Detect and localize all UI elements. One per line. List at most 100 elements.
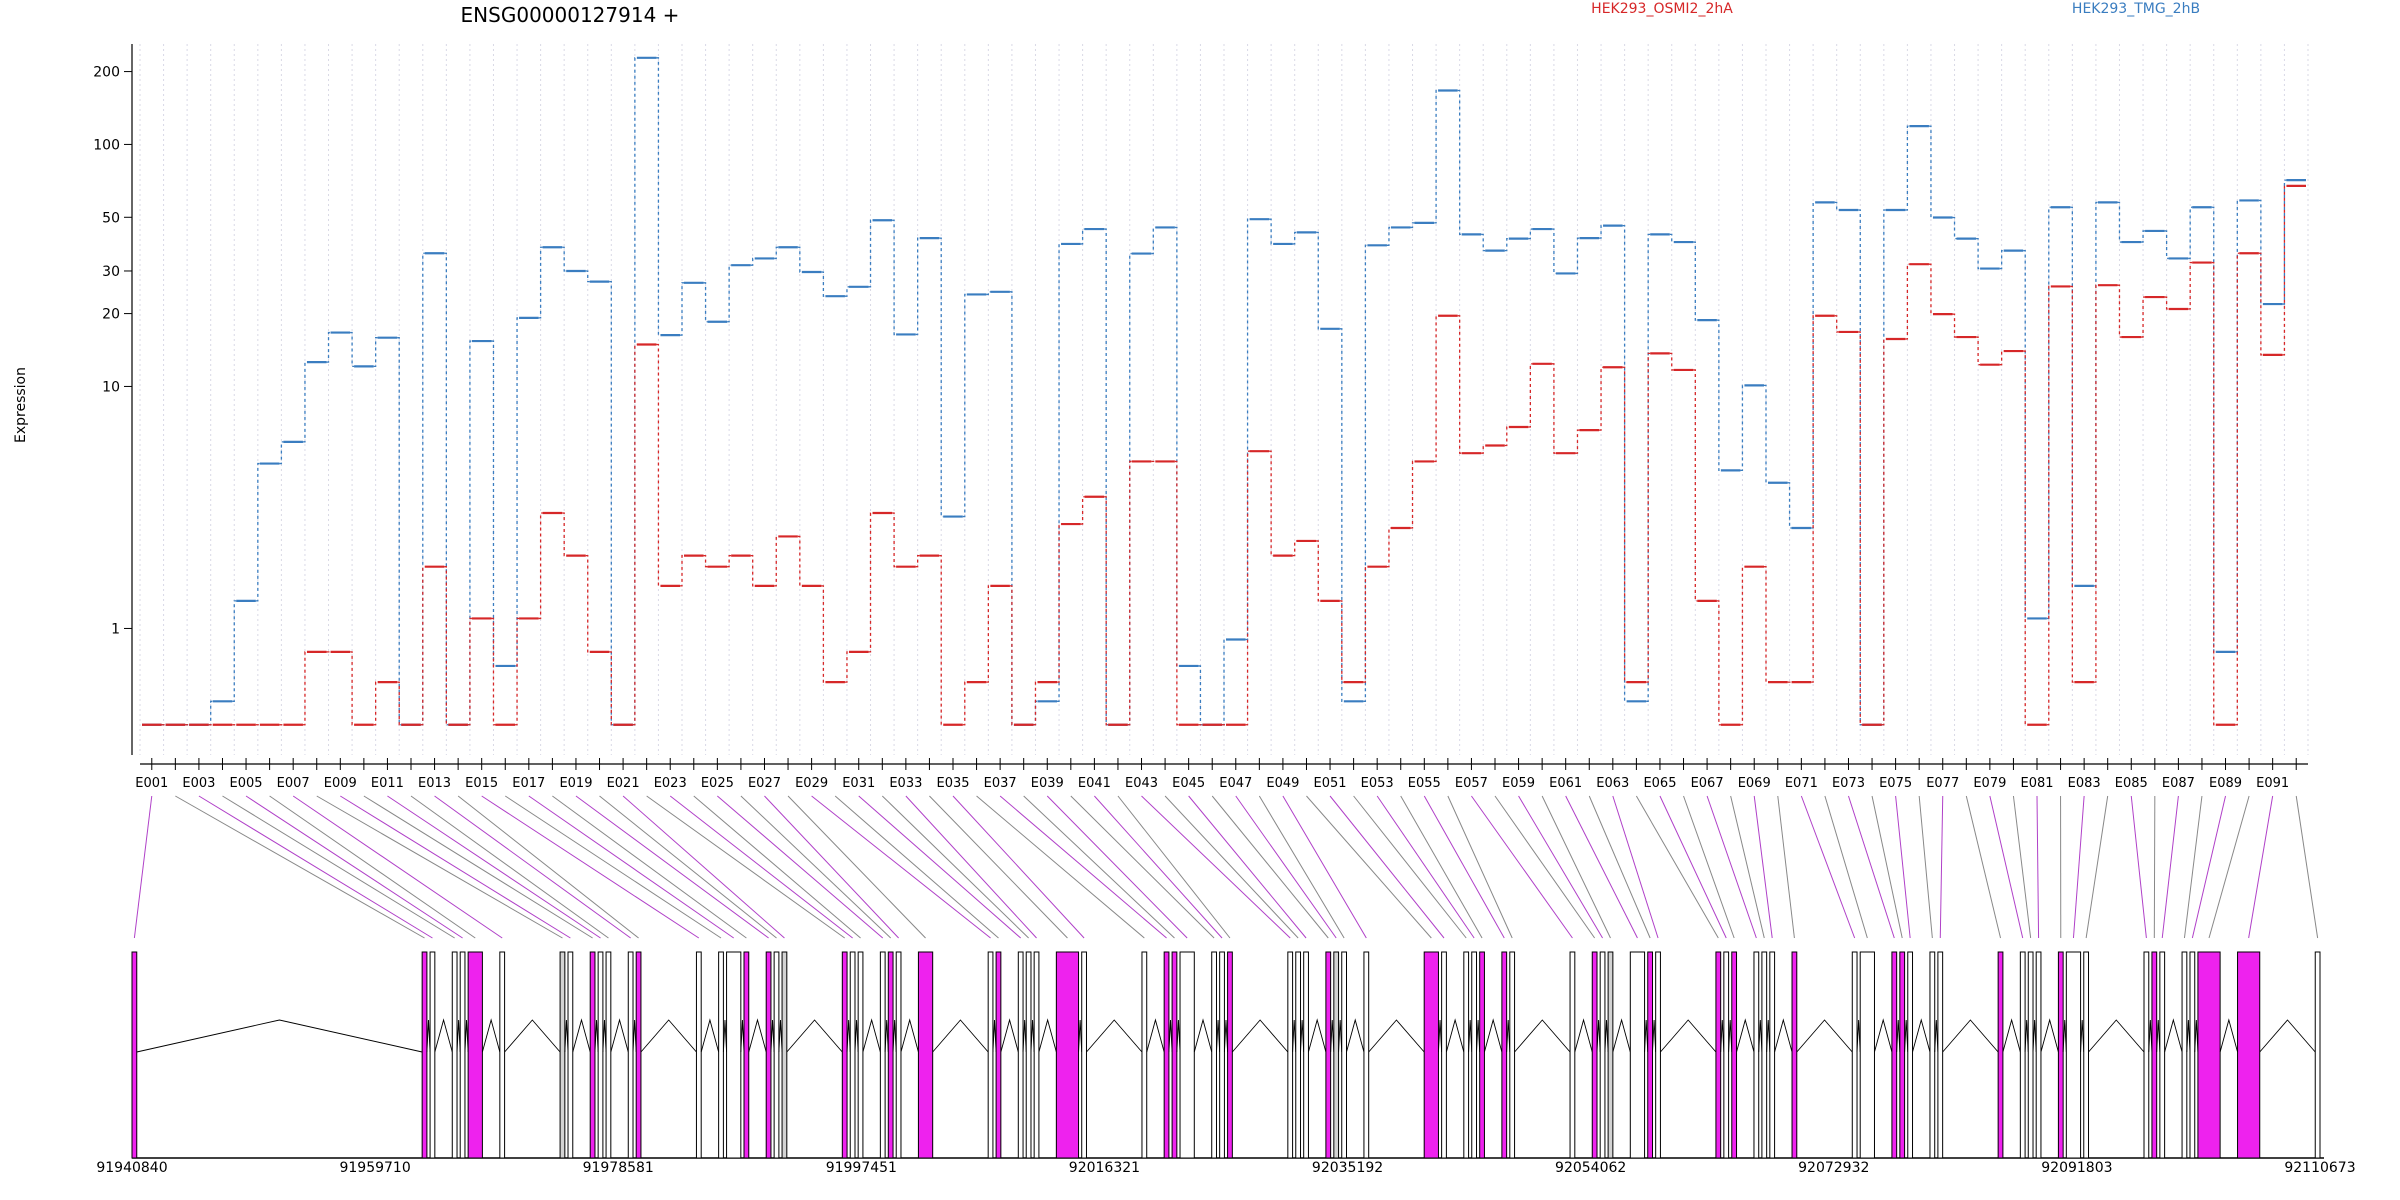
exon-E003 xyxy=(429,951,436,1159)
x-tick-label: E049 xyxy=(1266,776,1299,791)
intron-line xyxy=(1612,1018,1631,1053)
series-connector-hek293-osmi2-2ha xyxy=(986,585,991,683)
series-connector-hek293-tmg-2hb xyxy=(1363,244,1368,702)
exon-connectors xyxy=(133,795,2319,939)
exon-connector xyxy=(1070,795,1215,939)
exon-E062 xyxy=(1647,951,1654,1159)
series-connector-hek293-tmg-2hb xyxy=(1528,228,1533,240)
exon-E067 xyxy=(1753,951,1760,1159)
intron-line xyxy=(1223,1019,1229,1053)
x-tick-label: E073 xyxy=(1832,776,1865,791)
series-connector-hek293-osmi2-2ha xyxy=(2282,185,2287,356)
exon-E077 xyxy=(1937,951,1944,1159)
intron-line xyxy=(722,1019,728,1053)
exon-E011 xyxy=(597,951,604,1159)
series-connector-hek293-tmg-2hb xyxy=(986,291,991,296)
intron-line xyxy=(2080,1019,2085,1053)
y-tick-label: 100 xyxy=(93,137,120,153)
series-connector-hek293-tmg-2hb xyxy=(2258,199,2263,305)
series-connector-hek293-tmg-2hb xyxy=(1669,233,1674,243)
intron-line xyxy=(1330,1019,1335,1053)
exon-E049 xyxy=(1363,951,1370,1159)
exon-connector xyxy=(1094,795,1223,939)
series-connector-hek293-osmi2-2ha xyxy=(962,681,967,726)
intron-line xyxy=(1468,1019,1473,1053)
exon-connector xyxy=(976,795,1145,939)
series-connector-hek293-osmi2-2ha xyxy=(444,566,449,726)
series-connector-hek293-osmi2-2ha xyxy=(774,535,779,587)
series-connector-hek293-tmg-2hb xyxy=(232,600,237,702)
y-tick-label: 1 xyxy=(111,621,120,637)
exon-connector xyxy=(834,795,999,939)
series-connector-hek293-osmi2-2ha xyxy=(2070,285,2075,683)
intron-line xyxy=(862,1018,881,1053)
exon-connector xyxy=(787,795,926,939)
intron-line xyxy=(1934,1019,1939,1053)
intron-line xyxy=(504,1019,561,1053)
series-connector-hek293-tmg-2hb xyxy=(279,441,284,465)
x-tick-label: E027 xyxy=(748,776,781,791)
x-tick-label: E005 xyxy=(230,776,263,791)
x-tick-label: E055 xyxy=(1408,776,1441,791)
intron-line xyxy=(136,1019,423,1053)
intron-line xyxy=(602,1019,607,1053)
series-connector-hek293-tmg-2hb xyxy=(397,337,402,726)
exon-E048 xyxy=(1341,951,1347,1159)
exon-E012 xyxy=(605,951,612,1159)
intron-line xyxy=(594,1019,599,1053)
x-tick-label: E053 xyxy=(1361,776,1394,791)
series-connector-hek293-osmi2-2ha xyxy=(1481,444,1486,454)
exon-connector xyxy=(1188,795,1307,939)
intron-line xyxy=(884,1019,889,1053)
series-connector-hek293-tmg-2hb xyxy=(1575,237,1580,275)
intron-line xyxy=(2156,1019,2161,1053)
exon-connector xyxy=(2085,795,2109,939)
series-connector-hek293-tmg-2hb xyxy=(515,317,520,667)
exon-connector xyxy=(1989,795,2024,939)
intron-line xyxy=(1292,1019,1297,1053)
genomic-tick-label: 92110673 xyxy=(2284,1160,2355,1176)
intron-line xyxy=(700,1018,720,1053)
exon-connector xyxy=(1423,795,1505,939)
genomic-tick-label: 92072932 xyxy=(1798,1160,1869,1176)
exon-connector xyxy=(363,795,593,939)
series-connector-hek293-osmi2-2ha xyxy=(1646,352,1651,683)
x-tick-label: E089 xyxy=(2209,776,2242,791)
exon-connector xyxy=(481,795,700,939)
series-connector-hek293-tmg-2hb xyxy=(1905,125,1910,211)
series-connector-hek293-osmi2-2ha xyxy=(868,512,873,653)
series-connector-hek293-osmi2-2ha xyxy=(1928,263,1933,315)
exon-E051 xyxy=(1441,951,1447,1159)
series-connector-hek293-tmg-2hb xyxy=(1622,224,1627,702)
x-tick-label: E091 xyxy=(2256,776,2289,791)
series-connector-hek293-tmg-2hb xyxy=(1269,218,1274,245)
exon-E080 xyxy=(2027,951,2034,1159)
intron-line xyxy=(2024,1019,2029,1053)
intron-line xyxy=(1232,1019,1289,1053)
exon-E015 xyxy=(695,951,702,1159)
exon-E045 xyxy=(1303,951,1309,1159)
exon-connector xyxy=(1939,795,1944,939)
series-connector-hek293-osmi2-2ha xyxy=(632,343,637,726)
series-connector-hek293-osmi2-2ha xyxy=(821,585,826,683)
exon-E009 xyxy=(567,951,574,1159)
genomic-tick-label: 91997451 xyxy=(826,1160,897,1176)
intron-line xyxy=(1308,1018,1327,1053)
exon-E041 xyxy=(1219,951,1225,1159)
intron-line xyxy=(426,1019,431,1053)
exon-E018 xyxy=(743,951,750,1159)
exon-connector xyxy=(245,795,463,939)
exon-connector xyxy=(410,795,609,939)
x-tick-label: E029 xyxy=(795,776,828,791)
series-connector-hek293-tmg-2hb xyxy=(1410,222,1415,229)
series-connector-hek293-tmg-2hb xyxy=(1339,328,1344,702)
exon-E056 xyxy=(1509,951,1516,1159)
series-connector-hek293-osmi2-2ha xyxy=(1716,600,1721,726)
exon-E025 xyxy=(879,951,886,1159)
exon-connector xyxy=(1753,795,1773,939)
intron-line xyxy=(1030,1019,1035,1053)
exon-connector xyxy=(929,795,1068,939)
exon-connector xyxy=(622,795,785,939)
exon-connector xyxy=(1046,795,1188,939)
intron-line xyxy=(632,1019,637,1053)
